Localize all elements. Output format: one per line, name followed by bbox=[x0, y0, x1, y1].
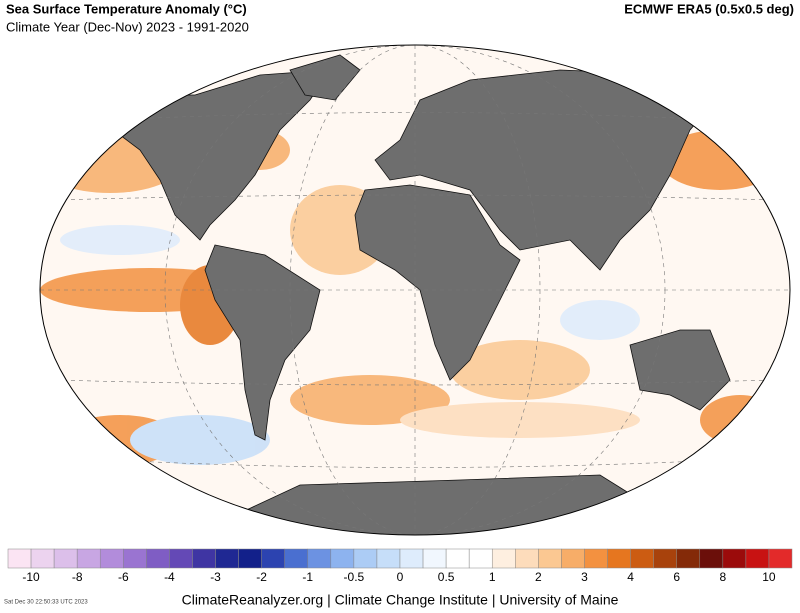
colorbar-swatch bbox=[584, 548, 608, 569]
map-border bbox=[39, 44, 791, 536]
colorbar-swatch bbox=[146, 548, 170, 569]
colorbar-label: -10 bbox=[22, 570, 40, 584]
subtitle: Climate Year (Dec-Nov) 2023 - 1991-2020 bbox=[6, 19, 249, 34]
colorbar-swatch bbox=[745, 548, 770, 569]
colorbar-swatch bbox=[722, 548, 747, 569]
colorbar-label: 10 bbox=[762, 570, 776, 584]
colorbar-label: -6 bbox=[118, 570, 129, 584]
source: ECMWF ERA5 (0.5x0.5 deg) bbox=[624, 1, 794, 16]
colorbar-swatch bbox=[330, 548, 355, 569]
colorbar-label: -3 bbox=[210, 570, 221, 584]
colorbar-swatch bbox=[215, 548, 239, 569]
colorbar-label: 0.5 bbox=[438, 570, 455, 584]
colorbar-label: 1 bbox=[489, 570, 496, 584]
colorbar-swatch bbox=[353, 548, 378, 569]
colorbar-label: 2 bbox=[535, 570, 542, 584]
colorbar-label: -2 bbox=[256, 570, 267, 584]
landmass bbox=[78, 54, 731, 535]
colorbar-label: -8 bbox=[72, 570, 83, 584]
colorbar-swatch bbox=[307, 548, 332, 569]
colorbar-label: -4 bbox=[164, 570, 175, 584]
colorbar-label: 4 bbox=[627, 570, 634, 584]
colorbar-swatch bbox=[768, 548, 793, 569]
colorbar-swatch bbox=[284, 548, 309, 569]
colorbar-swatch bbox=[538, 548, 562, 569]
colorbar-swatch bbox=[653, 548, 677, 569]
colorbar-swatch bbox=[7, 548, 32, 569]
credit: ClimateReanalyzer.org | Climate Change I… bbox=[182, 592, 619, 608]
colorbar-swatch bbox=[169, 548, 193, 569]
graticule bbox=[40, 45, 790, 535]
colorbar-label: -0.5 bbox=[344, 570, 365, 584]
timestamp: Sat Dec 30 22:50:33 UTC 2023 bbox=[4, 600, 88, 606]
colorbar-swatch bbox=[123, 548, 147, 569]
colorbar-swatch bbox=[30, 548, 55, 569]
map bbox=[40, 45, 790, 535]
colorbar-swatch bbox=[53, 548, 78, 569]
colorbar-label: 3 bbox=[581, 570, 588, 584]
colorbar-label: 8 bbox=[719, 570, 726, 584]
colorbar-swatch bbox=[261, 548, 285, 569]
colorbar-swatch bbox=[491, 548, 516, 569]
colorbar-label: 6 bbox=[673, 570, 680, 584]
colorbar-label: -1 bbox=[302, 570, 313, 584]
colorbar-swatch bbox=[399, 548, 424, 569]
colorbar-swatch bbox=[630, 548, 654, 569]
colorbar-label: 0 bbox=[397, 570, 404, 584]
colorbar-swatch bbox=[561, 548, 585, 569]
colorbar-swatch bbox=[192, 548, 216, 569]
colorbar-swatch bbox=[515, 548, 539, 569]
colorbar-swatch bbox=[376, 548, 401, 569]
colorbar-swatch bbox=[445, 548, 470, 569]
colorbar-swatch bbox=[76, 548, 101, 569]
colorbar: -10 -8 -6 -4 -3 -2 -1 -0.5 0 0.5 1 2 3 4 6 8 10 bbox=[7, 548, 793, 584]
title: Sea Surface Temperature Anomaly (°C) bbox=[6, 1, 247, 16]
colorbar-swatch bbox=[468, 548, 493, 569]
colorbar-swatch bbox=[99, 548, 124, 569]
colorbar-swatch bbox=[607, 548, 631, 569]
colorbar-swatch bbox=[676, 548, 701, 569]
colorbar-swatch bbox=[238, 548, 262, 569]
colorbar-swatch bbox=[422, 548, 447, 569]
colorbar-swatch bbox=[699, 548, 724, 569]
